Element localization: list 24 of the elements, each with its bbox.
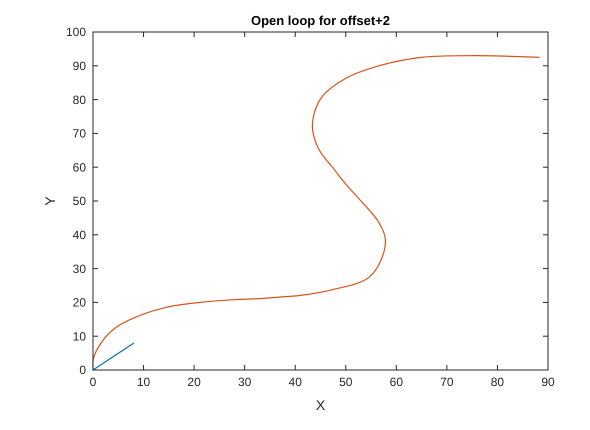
x-tick-label: 0 bbox=[90, 375, 97, 389]
x-tick-label: 40 bbox=[288, 375, 302, 389]
y-tick-label: 50 bbox=[72, 194, 86, 208]
y-tick-label: 70 bbox=[72, 126, 86, 141]
x-axis-title: X bbox=[316, 397, 326, 413]
y-tick-label: 10 bbox=[72, 329, 86, 344]
y-tick-label: 0 bbox=[79, 363, 86, 378]
x-tick-label: 80 bbox=[490, 375, 504, 389]
y-tick-label: 30 bbox=[72, 262, 86, 276]
x-tick-label: 70 bbox=[440, 375, 454, 389]
y-tick-label: 60 bbox=[72, 160, 86, 174]
y-tick-label: 90 bbox=[72, 59, 86, 73]
y-tick-label: 40 bbox=[72, 228, 86, 242]
x-tick-label: 10 bbox=[136, 375, 151, 389]
x-tick-label: 60 bbox=[390, 375, 404, 389]
x-tick-label: 50 bbox=[339, 375, 353, 389]
y-tick-label: 20 bbox=[72, 296, 86, 310]
y-tick-label: 100 bbox=[66, 25, 86, 40]
x-tick-label: 20 bbox=[187, 375, 202, 389]
x-tick-label: 30 bbox=[238, 375, 252, 389]
x-tick-label: 90 bbox=[541, 375, 555, 389]
y-tick-label: 80 bbox=[72, 92, 86, 107]
chart-title: Open loop for offset+2 bbox=[250, 13, 390, 28]
y-axis-title: Y bbox=[42, 196, 58, 206]
